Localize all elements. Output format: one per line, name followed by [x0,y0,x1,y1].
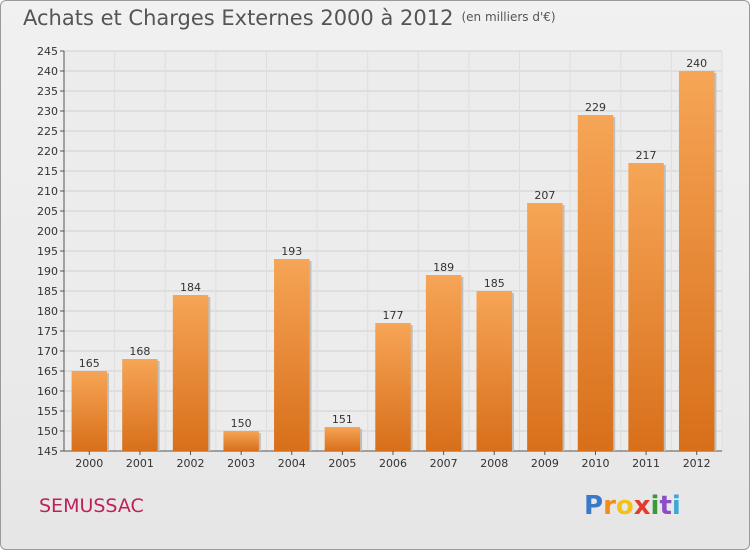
data-label-2008: 185 [484,277,505,290]
x-tick-label-2010: 2010 [581,457,609,470]
y-tick-label: 215 [37,165,58,178]
logo-letter: o [615,491,634,521]
data-label-2000: 165 [79,357,100,370]
logo-letter: t [659,491,672,521]
y-tick-label: 145 [37,445,58,458]
x-tick-label-2012: 2012 [683,457,711,470]
commune-name: SEMUSSAC [39,495,144,517]
bar-2007 [425,275,462,451]
logo-letter: P [584,491,604,521]
x-tick-label-2004: 2004 [278,457,306,470]
bar-2008 [476,291,512,451]
title-unit: (en milliers d'€) [461,10,556,24]
data-label-2002: 184 [180,281,201,294]
x-tick-label-2005: 2005 [328,457,356,470]
bar-2002 [172,295,209,451]
bar-2000 [71,371,108,451]
data-label-2007: 189 [433,261,454,274]
y-tick-label: 150 [37,425,58,438]
data-label-2005: 151 [332,413,353,426]
x-tick-label-2006: 2006 [379,457,407,470]
bar-2004 [274,259,310,451]
data-label-2004: 193 [281,245,302,258]
y-tick-label: 180 [37,305,58,318]
bar-2011 [628,163,664,451]
data-label-2006: 177 [383,309,404,322]
x-tick-label-2000: 2000 [75,457,103,470]
data-label-2001: 168 [129,345,150,358]
y-tick-label: 165 [37,365,58,378]
bar-2010 [577,115,614,451]
chart-title: Achats et Charges Externes 2000 à 2012 (e… [23,6,556,30]
x-tick-label-2008: 2008 [480,457,508,470]
proxiti-logo: Proxiti [584,491,681,521]
bar-2012 [678,71,715,451]
data-label-2010: 229 [585,101,606,114]
bar-2003 [223,431,259,451]
y-tick-label: 185 [37,285,58,298]
bar-2009 [527,203,563,451]
y-tick-label: 175 [37,325,58,338]
y-tick-label: 155 [37,405,58,418]
bars [71,71,717,451]
y-tick-label: 195 [37,245,58,258]
data-label-2009: 207 [534,189,555,202]
y-tick-label: 205 [37,205,58,218]
x-tick-label-2009: 2009 [531,457,559,470]
y-tick-label: 225 [37,125,58,138]
logo-letter: i [671,491,681,521]
x-tick-label-2001: 2001 [126,457,154,470]
data-labels: 165 168 184 150 193 151 177 189 185 207 229 217 240 [79,57,707,430]
y-tick-label: 170 [37,345,58,358]
y-tick-label: 160 [37,385,58,398]
y-tick-label: 200 [37,225,58,238]
y-tick-label: 210 [37,185,58,198]
y-tick-label: 235 [37,85,58,98]
x-tick-label-2002: 2002 [177,457,205,470]
logo-letter: x [633,491,651,521]
y-tick-label: 190 [37,265,58,278]
bar-2006 [375,323,411,451]
y-tick-label: 245 [37,45,58,58]
logo-letter: i [650,491,660,521]
bar-2005 [324,427,361,451]
logo-letter: r [603,491,616,521]
bar-2001 [122,359,158,451]
data-label-2012: 240 [686,57,707,70]
y-tick-label: 230 [37,105,58,118]
x-tick-label-2003: 2003 [227,457,255,470]
data-label-2011: 217 [636,149,657,162]
x-tick-label-2011: 2011 [632,457,660,470]
y-tick-label: 240 [37,65,58,78]
title-text: Achats et Charges Externes 2000 à 2012 [23,6,454,30]
data-label-2003: 150 [231,417,252,430]
y-tick-label: 220 [37,145,58,158]
x-tick-label-2007: 2007 [430,457,458,470]
